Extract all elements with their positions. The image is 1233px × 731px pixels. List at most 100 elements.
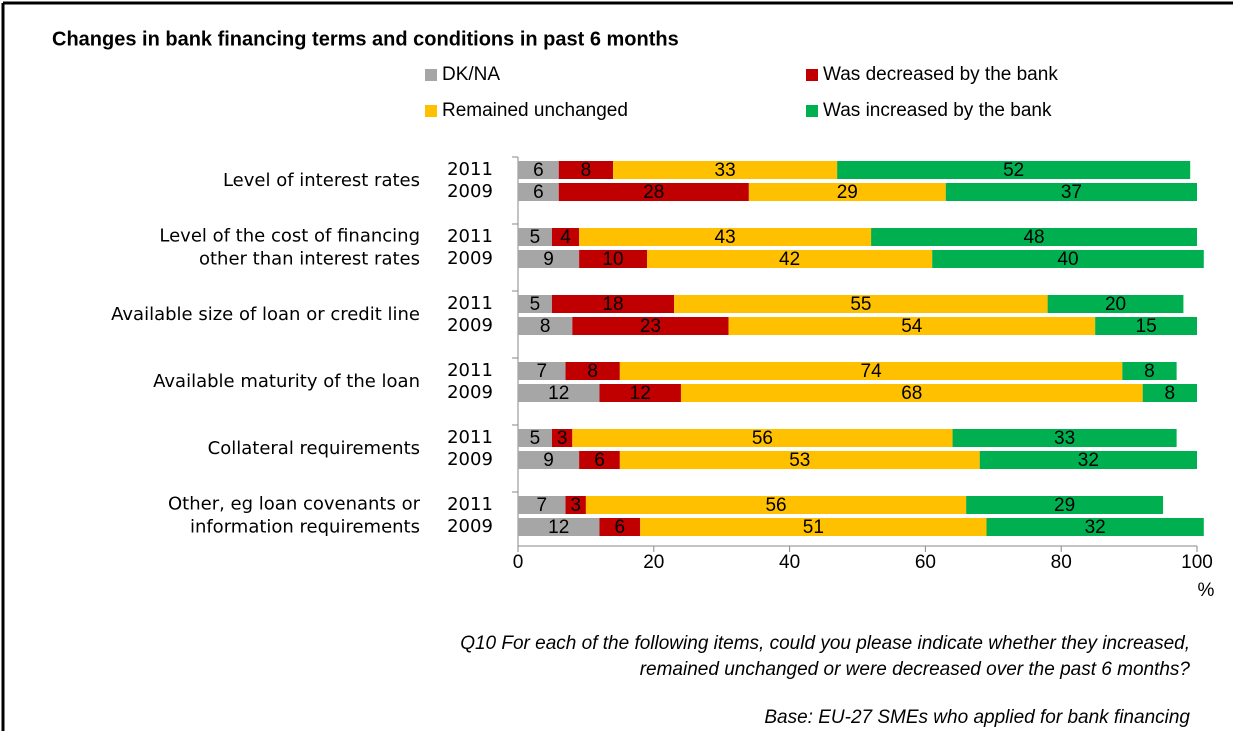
- y-tick-label: 2009: [447, 382, 493, 403]
- data-label: 43: [715, 227, 736, 248]
- bar-segment: [551, 295, 675, 313]
- legend-swatch: [806, 105, 818, 117]
- note: remained unchanged or were decreased ove…: [640, 659, 1191, 680]
- y-tick-label: 2009: [447, 248, 493, 269]
- data-label: 51: [803, 517, 824, 538]
- group-label: information requirements: [190, 517, 420, 538]
- data-label: 12: [630, 383, 651, 404]
- bar-segment: [1047, 295, 1184, 313]
- group-label: Level of interest rates: [223, 170, 420, 191]
- y-tick-label: 2011: [447, 494, 493, 515]
- bar-segment: [518, 518, 600, 536]
- bar-segment: [647, 250, 933, 268]
- bar-segment: [1142, 384, 1197, 402]
- data-label: 12: [548, 517, 569, 538]
- data-label: 8: [1165, 383, 1176, 404]
- y-tick-label: 2011: [447, 293, 493, 314]
- bar-segment: [518, 451, 580, 469]
- group-label: Collateral requirements: [208, 438, 420, 459]
- data-label: 55: [850, 294, 871, 315]
- bar-segment: [579, 228, 872, 246]
- x-tick-label: 80: [1051, 552, 1072, 573]
- data-label: 42: [779, 249, 800, 270]
- x-tick-label: 20: [643, 552, 664, 573]
- data-label: 54: [901, 316, 923, 337]
- note: Base: EU-27 SMEs who applied for bank fi…: [764, 707, 1190, 728]
- x-tick-label: 40: [779, 552, 800, 573]
- x-tick-label: 60: [915, 552, 936, 573]
- bar-segment: [518, 384, 600, 402]
- data-label: 8: [1144, 361, 1155, 382]
- x-axis-label: %: [1198, 580, 1215, 601]
- y-tick-label: 2011: [447, 226, 493, 247]
- legend-label: DK/NA: [442, 64, 500, 85]
- data-label: 8: [581, 160, 592, 181]
- bar-segment: [518, 362, 566, 380]
- data-label: 29: [837, 182, 858, 203]
- y-tick-label: 2009: [447, 449, 493, 470]
- bar-segment: [1095, 317, 1197, 335]
- bar-segment: [619, 362, 1123, 380]
- bar-segment: [518, 250, 580, 268]
- data-label: 6: [594, 450, 605, 471]
- legend-label: Was decreased by the bank: [823, 64, 1058, 85]
- data-label: 18: [602, 294, 623, 315]
- bar-segment: [579, 451, 620, 469]
- group-label: Level of the cost of financing: [159, 226, 420, 247]
- group-label: other than interest rates: [199, 249, 420, 270]
- legend-label: Was increased by the bank: [823, 100, 1052, 121]
- data-label: 6: [533, 160, 544, 181]
- legend-swatch: [425, 105, 437, 117]
- data-label: 5: [530, 294, 541, 315]
- y-tick-label: 2009: [447, 516, 493, 537]
- bar-segment: [748, 183, 946, 201]
- data-label: 10: [602, 249, 623, 270]
- y-tick-label: 2009: [447, 181, 493, 202]
- bar-segment: [518, 183, 559, 201]
- data-label: 32: [1085, 517, 1106, 538]
- bar-segment: [613, 161, 838, 179]
- bar-segment: [558, 161, 614, 179]
- data-label: 4: [560, 227, 571, 248]
- bar-segment: [518, 228, 552, 246]
- y-tick-label: 2011: [447, 427, 493, 448]
- group-label: Available maturity of the loan: [153, 371, 420, 392]
- data-label: 6: [615, 517, 626, 538]
- data-label: 7: [536, 361, 547, 382]
- bar-segment: [518, 429, 552, 447]
- bar-segment: [966, 496, 1164, 514]
- chart-title: Changes in bank financing terms and cond…: [52, 28, 679, 50]
- data-label: 5: [530, 428, 541, 449]
- data-label: 23: [640, 316, 661, 337]
- data-label: 6: [533, 182, 544, 203]
- data-label: 9: [543, 249, 554, 270]
- bar-segment: [572, 317, 729, 335]
- bar-segment: [518, 317, 573, 335]
- data-label: 9: [543, 450, 554, 471]
- data-label: 53: [789, 450, 810, 471]
- group-label: Available size of loan or credit line: [111, 304, 420, 325]
- data-label: 3: [570, 495, 581, 516]
- bar-segment: [518, 295, 552, 313]
- bar-segment: [728, 317, 1096, 335]
- bar-segment: [551, 429, 573, 447]
- data-label: 5: [530, 227, 541, 248]
- data-label: 29: [1054, 495, 1075, 516]
- data-label: 8: [587, 361, 598, 382]
- bar-segment: [945, 183, 1197, 201]
- bar-segment: [551, 228, 580, 246]
- bar-segment: [932, 250, 1204, 268]
- data-label: 68: [901, 383, 922, 404]
- bar-segment: [558, 183, 749, 201]
- bar-segment: [837, 161, 1191, 179]
- data-label: 40: [1057, 249, 1078, 270]
- x-tick-label: 0: [513, 552, 524, 573]
- data-label: 7: [536, 495, 547, 516]
- bar-segment: [1122, 362, 1177, 380]
- legend-swatch: [806, 69, 818, 81]
- bar-segment: [565, 496, 586, 514]
- data-label: 12: [548, 383, 569, 404]
- bar-segment: [986, 518, 1204, 536]
- group-label: Other, eg loan covenants or: [168, 494, 421, 515]
